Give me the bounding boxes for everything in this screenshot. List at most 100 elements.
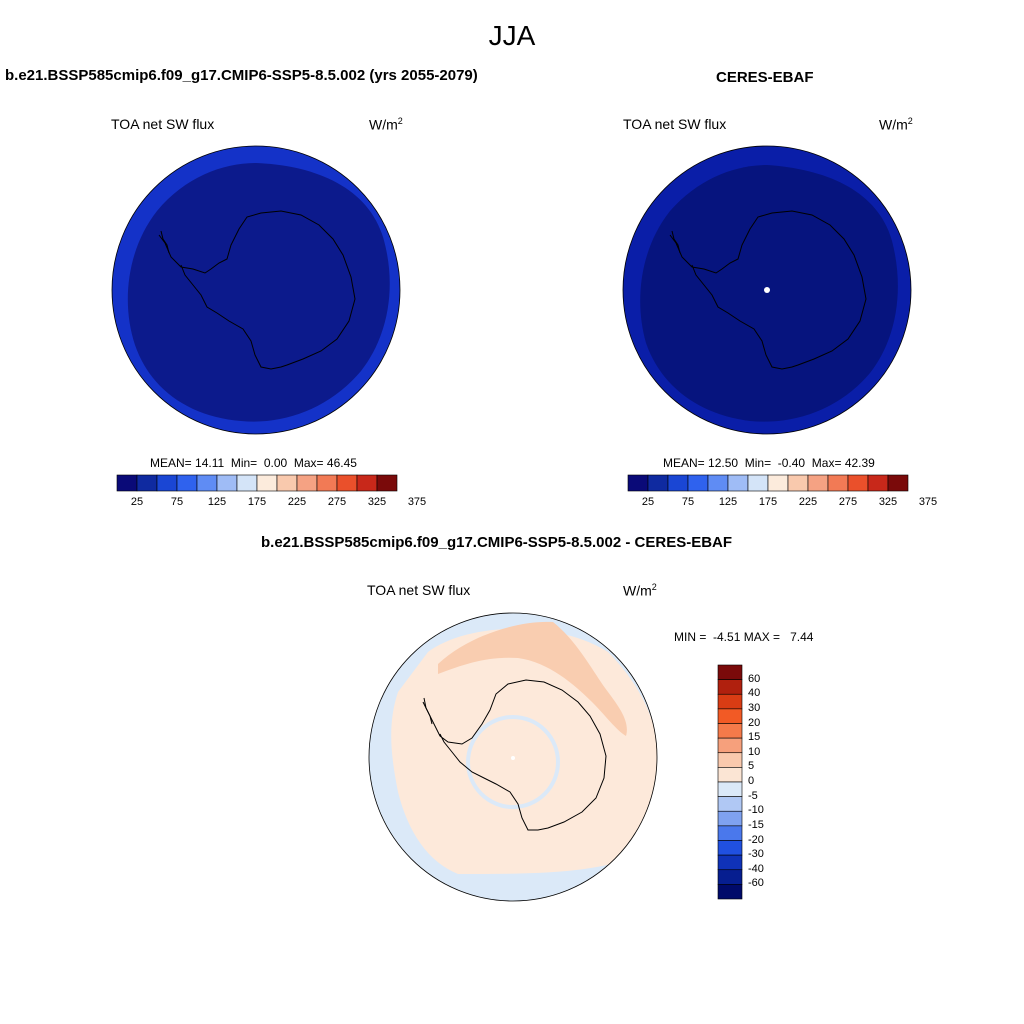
- colorbar-swatch: [887, 474, 909, 492]
- colorbar-swatch: [847, 474, 869, 492]
- colorbar-tick-label: 25: [641, 496, 655, 508]
- obs-colorbar-ticks: 25 75 125 175 225 275 325 375: [628, 496, 937, 510]
- obs-inner-field: [640, 165, 898, 422]
- colorbar-tick-label: 60: [748, 672, 761, 685]
- model-antarctica-coastline: [158, 210, 356, 370]
- diff-map-border: [368, 612, 658, 902]
- colorbar-tick-label: -15: [748, 818, 764, 831]
- model-polar-map: [111, 145, 401, 435]
- colorbar-swatch: [717, 737, 743, 754]
- colorbar-tick-label: 125: [718, 496, 738, 508]
- colorbar-swatch: [717, 781, 743, 797]
- colorbar-swatch: [807, 474, 829, 492]
- colorbar-tick-label: 10: [748, 745, 761, 758]
- colorbar-tick-label: 40: [748, 687, 761, 700]
- colorbar-tick-label: -30: [748, 848, 764, 861]
- colorbar-swatch: [116, 474, 138, 492]
- colorbar-swatch: [717, 869, 743, 885]
- model-stats: MEAN= 14.11 Min= 0.00 Max= 46.45: [150, 456, 357, 470]
- obs-pole-missing-point: [764, 287, 770, 293]
- diff-colorbar-ticks: 60 40 30 20 15 10 5 0 -5 -10 -15 -20 -30 -40 -60: [746, 665, 786, 899]
- colorbar-tick-label: 5: [748, 760, 755, 773]
- colorbar-tick-label: 175: [758, 496, 778, 508]
- colorbar-swatch: [376, 474, 398, 492]
- colorbar-swatch: [296, 474, 318, 492]
- obs-stats: MEAN= 12.50 Min= -0.40 Max= 42.39: [663, 456, 875, 470]
- colorbar-swatch: [356, 474, 378, 492]
- colorbar-swatch: [747, 474, 769, 492]
- colorbar-swatch: [717, 810, 743, 827]
- colorbar-tick-label: 325: [878, 496, 898, 508]
- colorbar-tick-label: 15: [748, 731, 761, 744]
- colorbar-swatch: [717, 825, 743, 841]
- colorbar-tick-label: 125: [207, 496, 227, 508]
- colorbar-swatch: [216, 474, 238, 492]
- colorbar-swatch: [667, 474, 689, 492]
- model-colorbar-ticks: 25 75 125 175 225 275 325 375: [117, 496, 426, 510]
- figure-title: JJA: [488, 20, 536, 51]
- diff-positive-band: [438, 621, 627, 736]
- colorbar-swatch: [176, 474, 198, 492]
- diff-colorbar: [717, 664, 743, 900]
- colorbar-tick-label: 25: [130, 496, 144, 508]
- colorbar-swatch: [336, 474, 358, 492]
- colorbar-swatch: [717, 693, 743, 710]
- model-colorbar: [116, 474, 398, 492]
- colorbar-tick-label: 225: [798, 496, 818, 508]
- colorbar-swatch: [256, 474, 278, 492]
- colorbar-swatch: [827, 474, 849, 492]
- diff-base-region: [391, 628, 657, 874]
- colorbar-tick-label: 75: [681, 496, 695, 508]
- colorbar-swatch: [717, 679, 743, 695]
- colorbar-swatch: [867, 474, 889, 492]
- colorbar-swatch: [647, 474, 669, 492]
- colorbar-swatch: [316, 474, 338, 492]
- obs-antarctica-coastline: [669, 210, 867, 370]
- colorbar-tick-label: -60: [748, 877, 764, 890]
- colorbar-swatch: [787, 474, 809, 492]
- colorbar-tick-label: 30: [748, 701, 761, 714]
- colorbar-swatch: [717, 752, 743, 768]
- colorbar-swatch: [717, 767, 743, 783]
- diff-antarctica-coastline: [422, 679, 607, 831]
- colorbar-swatch: [136, 474, 158, 492]
- colorbar-swatch: [707, 474, 729, 492]
- colorbar-swatch: [717, 840, 743, 856]
- colorbar-swatch: [767, 474, 789, 492]
- colorbar-swatch: [727, 474, 749, 492]
- colorbar-tick-label: 175: [247, 496, 267, 508]
- colorbar-swatch: [156, 474, 178, 492]
- colorbar-tick-label: -40: [748, 862, 764, 875]
- colorbar-swatch: [196, 474, 218, 492]
- diff-stats: MIN = -4.51 MAX = 7.44: [674, 630, 814, 644]
- colorbar-swatch: [717, 664, 743, 680]
- model-variable-label: TOA net SW flux: [111, 116, 215, 132]
- model-units-label: W/m2: [369, 116, 403, 133]
- obs-panel-title: CERES-EBAF: [716, 69, 814, 86]
- colorbar-tick-label: 375: [918, 496, 938, 508]
- diff-variable-label: TOA net SW flux: [367, 582, 471, 598]
- diff-pole-point: [511, 756, 515, 760]
- colorbar-swatch: [717, 854, 743, 871]
- colorbar-swatch: [276, 474, 298, 492]
- colorbar-tick-label: 275: [327, 496, 347, 508]
- colorbar-tick-label: 20: [748, 716, 761, 729]
- colorbar-tick-label: 75: [170, 496, 184, 508]
- colorbar-swatch: [236, 474, 258, 492]
- colorbar-tick-label: -10: [748, 804, 764, 817]
- colorbar-swatch: [717, 796, 743, 812]
- obs-variable-label: TOA net SW flux: [623, 116, 727, 132]
- colorbar-swatch: [687, 474, 709, 492]
- colorbar-tick-label: 325: [367, 496, 387, 508]
- colorbar-swatch: [717, 884, 743, 900]
- obs-units-label: W/m2: [879, 116, 913, 133]
- colorbar-tick-label: 375: [407, 496, 427, 508]
- colorbar-tick-label: -20: [748, 833, 764, 846]
- obs-polar-map: [622, 145, 912, 435]
- colorbar-swatch: [627, 474, 649, 492]
- obs-colorbar: [627, 474, 909, 492]
- diff-panel-title: b.e21.BSSP585cmip6.f09_g17.CMIP6-SSP5-8.…: [261, 534, 733, 551]
- colorbar-tick-label: 275: [838, 496, 858, 508]
- colorbar-tick-label: -5: [748, 789, 758, 802]
- diff-negative-ring: [466, 715, 560, 809]
